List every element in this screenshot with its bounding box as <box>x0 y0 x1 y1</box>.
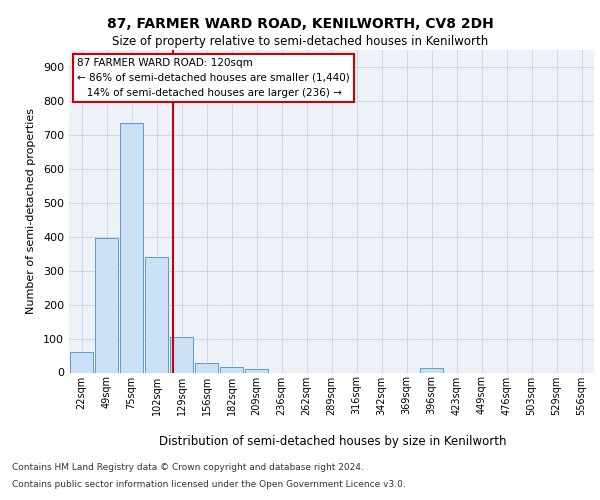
Text: Contains HM Land Registry data © Crown copyright and database right 2024.: Contains HM Land Registry data © Crown c… <box>12 464 364 472</box>
Bar <box>170 337 193 372</box>
Bar <box>145 257 168 372</box>
Bar <box>195 363 218 372</box>
Text: Size of property relative to semi-detached houses in Kenilworth: Size of property relative to semi-detach… <box>112 35 488 48</box>
Text: 87 FARMER WARD ROAD: 120sqm
← 86% of semi-detached houses are smaller (1,440)
  : 87 FARMER WARD ROAD: 120sqm ← 86% of sem… <box>77 58 350 98</box>
Bar <box>420 368 443 372</box>
Bar <box>220 368 243 372</box>
Bar <box>120 123 143 372</box>
Bar <box>245 369 268 372</box>
Bar <box>70 352 93 372</box>
Text: 87, FARMER WARD ROAD, KENILWORTH, CV8 2DH: 87, FARMER WARD ROAD, KENILWORTH, CV8 2D… <box>107 18 493 32</box>
Text: Contains public sector information licensed under the Open Government Licence v3: Contains public sector information licen… <box>12 480 406 489</box>
Text: Distribution of semi-detached houses by size in Kenilworth: Distribution of semi-detached houses by … <box>159 435 507 448</box>
Y-axis label: Number of semi-detached properties: Number of semi-detached properties <box>26 108 36 314</box>
Bar <box>95 238 118 372</box>
